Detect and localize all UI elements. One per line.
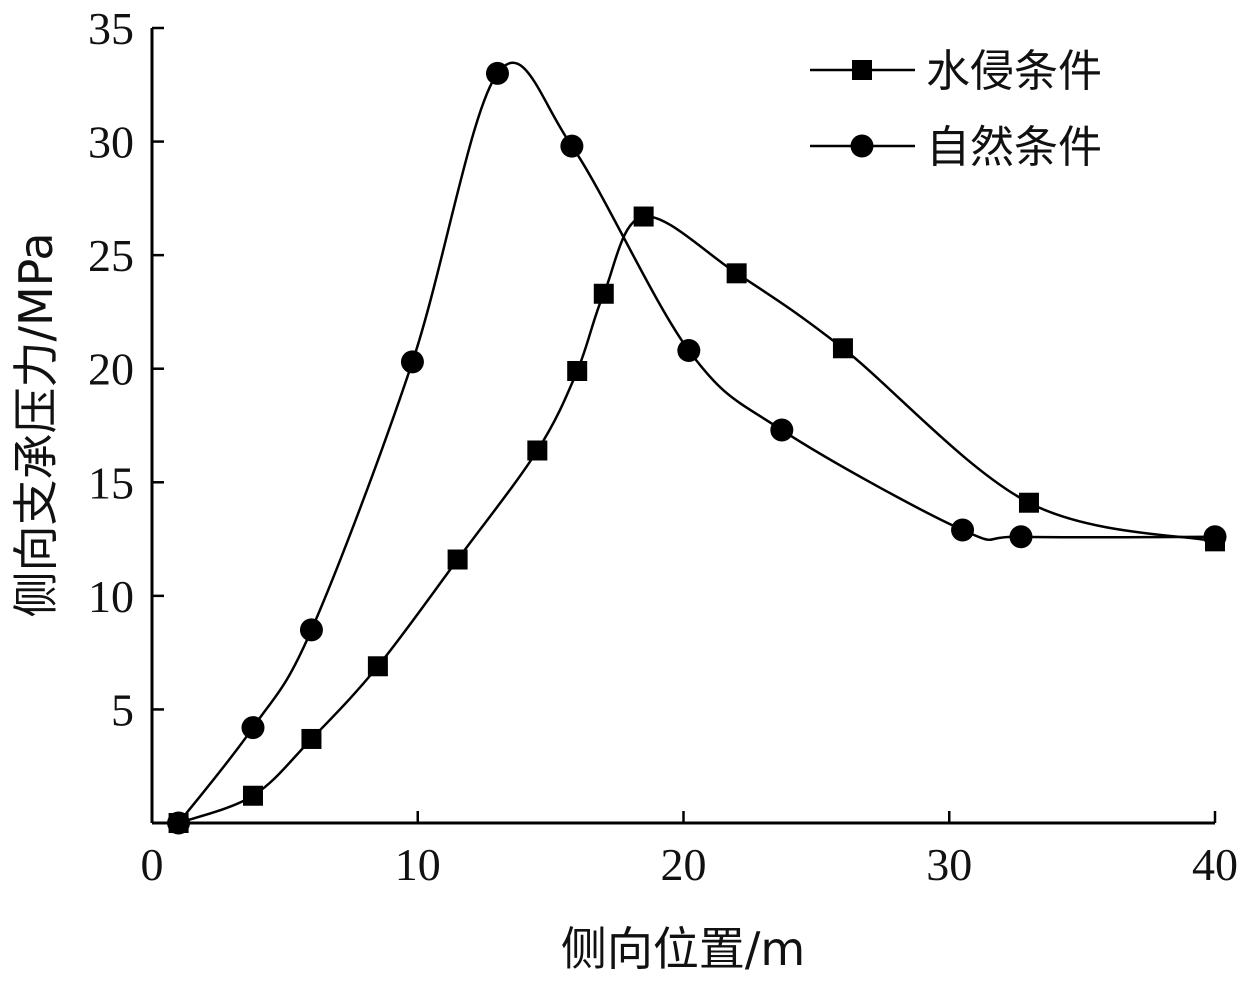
y-tick-label: 20 — [88, 344, 134, 395]
x-tick-label: 10 — [395, 839, 441, 890]
ticks-layer: 0 10 20 30 40 5 10 15 20 25 30 35 — [88, 3, 1238, 890]
square-data-point — [832, 338, 853, 359]
square-data-point — [301, 728, 322, 749]
circle-data-point — [400, 350, 424, 374]
legend-label: 自然条件 — [926, 122, 1102, 173]
circle-data-point — [560, 134, 584, 158]
square-data-point — [527, 440, 548, 461]
square-data-point — [242, 785, 263, 806]
series-layer — [167, 61, 1227, 835]
legend-label: 水侵条件 — [926, 46, 1102, 97]
series-natural — [167, 61, 1227, 835]
square-data-point — [1018, 492, 1039, 513]
circle-data-point — [241, 716, 265, 740]
square-data-point — [367, 656, 388, 677]
circle-data-point — [770, 418, 794, 442]
y-tick-label: 10 — [88, 571, 134, 622]
x-tick-label: 0 — [141, 839, 164, 890]
y-tick-label: 15 — [88, 457, 134, 508]
square-data-point — [447, 549, 468, 570]
circle-data-point — [167, 811, 191, 835]
circle-data-point — [1009, 525, 1033, 549]
legend-circle-marker — [850, 134, 874, 158]
y-tick-label: 30 — [88, 117, 134, 168]
square-data-point — [593, 283, 614, 304]
circle-data-point — [951, 518, 975, 542]
circle-data-point — [677, 339, 701, 363]
legend-item: 自然条件 — [810, 122, 1102, 173]
circle-data-point — [485, 61, 509, 85]
legend-square-marker — [852, 60, 872, 80]
x-axis-label: 侧向位置/m — [561, 922, 805, 976]
x-tick-label: 40 — [1192, 839, 1238, 890]
y-axis-label: 侧向支承压力/MPa — [9, 232, 63, 617]
legend-item: 水侵条件 — [810, 46, 1102, 97]
y-tick-label: 35 — [88, 3, 134, 54]
square-data-point — [567, 360, 588, 381]
y-tick-label: 5 — [111, 684, 134, 735]
y-tick-label: 25 — [88, 230, 134, 281]
circle-data-point — [299, 618, 323, 642]
square-data-point — [633, 206, 654, 227]
series-water-intrusion — [168, 206, 1225, 833]
circle-data-point — [1203, 525, 1227, 549]
series-line — [178, 215, 1216, 825]
x-tick-label: 30 — [926, 839, 972, 890]
square-data-point — [726, 263, 747, 284]
x-tick-label: 20 — [661, 839, 707, 890]
series-line — [177, 61, 1216, 824]
